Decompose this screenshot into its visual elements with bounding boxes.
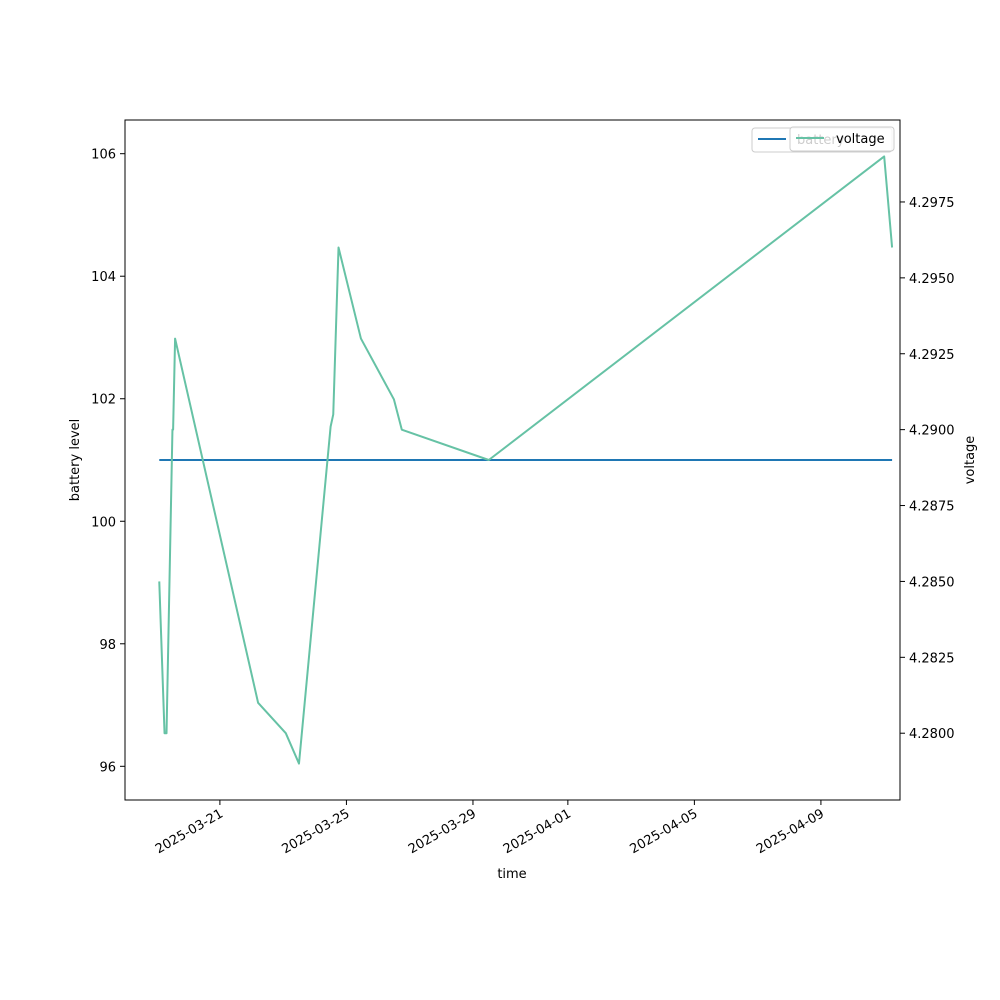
y-tick-label: 100: [91, 515, 116, 530]
x-tick-label: 2025-04-09: [754, 806, 827, 857]
legend-voltage-box: [789, 126, 895, 152]
y2-axis-title: voltage: [963, 436, 978, 485]
plot-frame: [124, 119, 901, 801]
y-tick-label: 102: [91, 393, 116, 408]
x-tick-label: 2025-03-29: [406, 806, 479, 857]
legend-voltage: voltage: [789, 126, 895, 152]
y-axis-left: 96 98 100 102 104 106: [91, 148, 125, 775]
y2-tick-label: 4.2825: [909, 651, 955, 666]
y2-tick-label: 4.2950: [909, 272, 955, 287]
series-line-voltage: [158, 155, 894, 765]
x-axis-title: time: [497, 867, 526, 882]
series-layer: [158, 155, 894, 765]
y-tick-label: 96: [99, 760, 116, 775]
legend-voltage-label: voltage: [836, 132, 885, 147]
x-tick-label: 2025-04-05: [627, 806, 700, 857]
x-tick-label: 2025-04-01: [501, 806, 574, 857]
x-axis: 2025-03-21 2025-03-25 2025-03-29 2025-04-01…: [153, 800, 827, 857]
y2-tick-label: 4.2850: [909, 575, 955, 590]
y-tick-label: 104: [91, 270, 116, 285]
y-tick-label: 98: [99, 638, 116, 653]
y2-tick-label: 4.2800: [909, 727, 955, 742]
x-tick-label: 2025-03-25: [279, 806, 352, 857]
y2-tick-label: 4.2975: [909, 196, 955, 211]
y-axis-title: battery level: [68, 419, 83, 502]
x-tick-label: 2025-03-21: [153, 806, 226, 857]
y2-tick-label: 4.2925: [909, 348, 955, 363]
y-tick-label: 106: [91, 148, 116, 163]
y2-tick-label: 4.2875: [909, 500, 955, 515]
y2-tick-label: 4.2900: [909, 424, 955, 439]
y-axis-right: 4.2800 4.2825 4.2850 4.2875 4.2900 4.2925 4.29…: [900, 196, 955, 742]
